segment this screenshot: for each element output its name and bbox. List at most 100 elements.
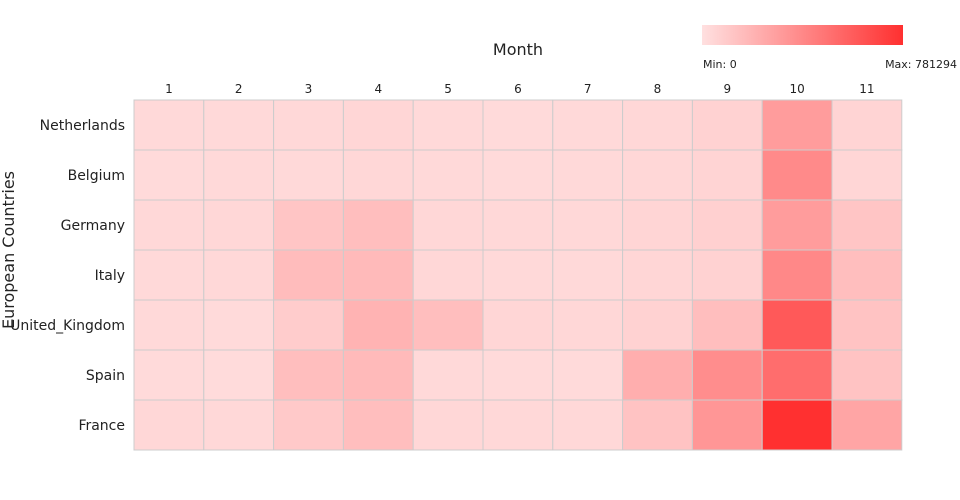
heatmap-cell[interactable] [412, 99, 484, 151]
heatmap-cell[interactable] [622, 349, 693, 401]
heatmap-cell[interactable] [203, 249, 275, 301]
y-tick-label: Spain [86, 368, 125, 384]
y-axis-title: European Countries [0, 171, 18, 329]
heatmap-cell[interactable] [273, 249, 344, 301]
heatmap-cell[interactable] [691, 99, 763, 151]
heatmap-cell[interactable] [203, 99, 275, 151]
y-tick-labels: Netherlands Belgium Germany Italy United_Kin… [10, 118, 125, 434]
heatmap-cell[interactable] [552, 299, 624, 351]
heatmap-cell[interactable] [552, 149, 624, 201]
heatmap-cell[interactable] [133, 199, 205, 251]
heatmap-cell[interactable] [761, 149, 833, 201]
heatmap-cell[interactable] [761, 199, 833, 251]
x-tick-label: 10 [789, 82, 804, 96]
heatmap-cell[interactable] [622, 199, 693, 251]
heatmap-cell[interactable] [342, 249, 414, 301]
x-axis-title: Month [493, 40, 543, 59]
heatmap-cell[interactable] [482, 299, 554, 351]
heatmap-cell[interactable] [831, 99, 903, 151]
y-tick-label: United_Kingdom [10, 318, 125, 334]
heatmap-cell[interactable] [691, 299, 763, 351]
heatmap-cell[interactable] [691, 149, 763, 201]
heatmap-cell[interactable] [133, 99, 205, 151]
heatmap-cell[interactable] [412, 299, 484, 351]
heatmap-cells [133, 99, 903, 451]
heatmap-cell[interactable] [482, 399, 554, 451]
heatmap-cell[interactable] [412, 149, 484, 201]
heatmap-cell[interactable] [482, 199, 554, 251]
heatmap-cell[interactable] [273, 399, 344, 451]
heatmap-cell[interactable] [342, 99, 414, 151]
heatmap-cell[interactable] [482, 349, 554, 401]
x-tick-label: 6 [514, 82, 522, 96]
heatmap-cell[interactable] [552, 399, 624, 451]
heatmap-cell[interactable] [203, 399, 275, 451]
heatmap-cell[interactable] [622, 249, 693, 301]
heatmap-cell[interactable] [203, 149, 275, 201]
heatmap-cell[interactable] [622, 99, 693, 151]
heatmap-cell[interactable] [342, 399, 414, 451]
legend-color-bar [702, 25, 903, 45]
x-tick-label: 4 [374, 82, 382, 96]
x-tick-label: 8 [654, 82, 662, 96]
heatmap-cell[interactable] [761, 399, 833, 451]
heatmap-cell[interactable] [482, 149, 554, 201]
heatmap-cell[interactable] [622, 399, 693, 451]
heatmap-cell[interactable] [133, 399, 205, 451]
heatmap-cell[interactable] [761, 249, 833, 301]
heatmap-cell[interactable] [622, 299, 693, 351]
heatmap-cell[interactable] [831, 199, 903, 251]
heatmap-cell[interactable] [831, 149, 903, 201]
heatmap-cell[interactable] [552, 249, 624, 301]
heatmap-cell[interactable] [273, 349, 344, 401]
heatmap-cell[interactable] [203, 299, 275, 351]
x-tick-label: 3 [305, 82, 313, 96]
heatmap-cell[interactable] [342, 199, 414, 251]
heatmap-cell[interactable] [691, 249, 763, 301]
heatmap-cell[interactable] [203, 199, 275, 251]
heatmap-cell[interactable] [273, 199, 344, 251]
heatmap-cell[interactable] [761, 349, 833, 401]
heatmap-cell[interactable] [831, 399, 903, 451]
x-tick-label: 11 [859, 82, 874, 96]
heatmap-cell[interactable] [412, 349, 484, 401]
heatmap-cell[interactable] [133, 249, 205, 301]
heatmap-cell[interactable] [691, 399, 763, 451]
heatmap-cell[interactable] [831, 299, 903, 351]
heatmap-cell[interactable] [273, 149, 344, 201]
heatmap-cell[interactable] [342, 349, 414, 401]
heatmap-cell[interactable] [273, 299, 344, 351]
heatmap-cell[interactable] [761, 299, 833, 351]
heatmap-cell[interactable] [412, 249, 484, 301]
heatmap-cell[interactable] [622, 149, 693, 201]
heatmap-cell[interactable] [691, 199, 763, 251]
x-tick-labels: 1 2 3 4 5 6 7 8 9 10 11 [165, 82, 874, 96]
heatmap-cell[interactable] [412, 399, 484, 451]
heatmap-cell[interactable] [133, 149, 205, 201]
x-tick-label: 1 [165, 82, 173, 96]
x-tick-label: 2 [235, 82, 243, 96]
heatmap-cell[interactable] [831, 249, 903, 301]
heatmap-cell[interactable] [412, 199, 484, 251]
heatmap-cell[interactable] [482, 249, 554, 301]
legend-max-label: Max: 781294 [885, 58, 957, 71]
heatmap-cell[interactable] [482, 99, 554, 151]
y-tick-label: France [78, 418, 125, 434]
heatmap-cell[interactable] [552, 99, 624, 151]
heatmap-cell[interactable] [133, 299, 205, 351]
y-tick-label: Germany [61, 218, 125, 234]
heatmap-cell[interactable] [273, 99, 344, 151]
heatmap-cell[interactable] [761, 99, 833, 151]
heatmap-cell[interactable] [552, 349, 624, 401]
heatmap-cell[interactable] [831, 349, 903, 401]
x-tick-label: 7 [584, 82, 592, 96]
x-tick-label: 9 [723, 82, 731, 96]
heatmap-cell[interactable] [342, 149, 414, 201]
heatmap-cell[interactable] [133, 349, 205, 401]
heatmap-cell[interactable] [552, 199, 624, 251]
legend-min-label: Min: 0 [703, 58, 737, 71]
heatmap-cell[interactable] [691, 349, 763, 401]
x-tick-label: 5 [444, 82, 452, 96]
heatmap-cell[interactable] [342, 299, 414, 351]
heatmap-cell[interactable] [203, 349, 275, 401]
